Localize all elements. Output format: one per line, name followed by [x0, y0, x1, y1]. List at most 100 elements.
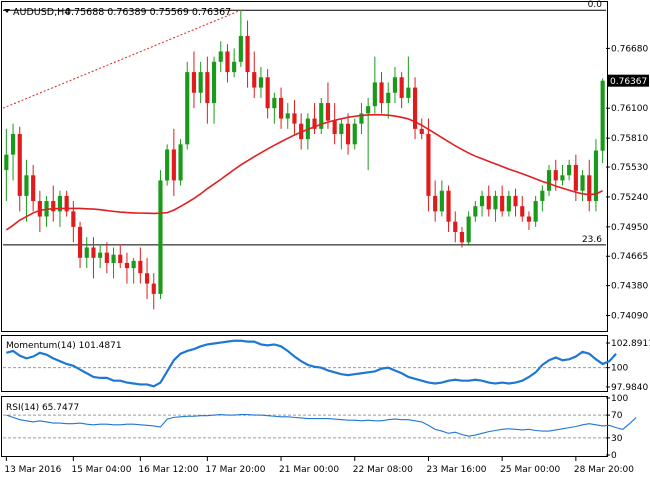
candle-body [366, 106, 371, 114]
candle-body [533, 201, 538, 222]
candle-body [345, 123, 351, 145]
candle-body [57, 195, 63, 212]
candle-body [258, 77, 264, 88]
candle-body [111, 254, 116, 263]
candle-body [459, 232, 465, 243]
time-tick-label: 16 Mar 12:00 [138, 465, 198, 475]
candle-body [151, 283, 156, 294]
candle-body [479, 195, 485, 207]
candle-body [312, 118, 317, 129]
price-tick-label: 0.74380 [611, 282, 648, 292]
candle-body [412, 87, 418, 129]
candle-body [473, 206, 478, 217]
candle-body [218, 51, 223, 62]
candle-body [319, 103, 324, 129]
candle-body [165, 149, 170, 181]
candle-body [292, 113, 297, 124]
rsi-line [6, 413, 637, 437]
candle-body [419, 128, 424, 135]
candle-body [433, 195, 438, 212]
candle-body [379, 82, 384, 104]
moving-average-line [5, 113, 603, 231]
momentum-line-layer [3, 339, 617, 388]
candle-body [272, 97, 277, 109]
candle-body [91, 247, 96, 258]
rsi-tick-label: 30 [611, 434, 623, 444]
time-tick-label: 25 Mar 00:00 [500, 465, 560, 475]
candle-body [232, 61, 237, 73]
candle-body [245, 36, 250, 73]
candle-body [593, 150, 599, 202]
momentum-tick-label: 102.8911 [611, 339, 650, 349]
price-axis: 0.76680 0.76100 0.75810 0.75530 0.75240 0.749… [606, 44, 649, 322]
candle-body [98, 252, 103, 258]
candle-body [24, 175, 29, 196]
candle-body [352, 123, 357, 145]
candle-body [225, 51, 230, 73]
candle-body [178, 144, 183, 181]
price-tick-label: 0.75810 [611, 134, 648, 144]
candle-body [513, 195, 518, 207]
rsi-line-layer [3, 413, 637, 439]
price-tick-label: 0.74090 [611, 312, 648, 322]
candle-body [587, 175, 592, 202]
time-tick-label: 23 Mar 16:00 [426, 465, 486, 475]
price-panel: 0.0 23.6 AUDUSD,H4 0.75688 0.76389 0.7556… [1, 0, 608, 332]
candle-body [185, 72, 190, 145]
candle-body [124, 262, 130, 269]
candle-body [526, 216, 532, 222]
time-axis: 13 Mar 2016 15 Mar 04:00 16 Mar 12:00 17 Ma… [4, 457, 634, 475]
candle-body [4, 154, 9, 171]
candle-body [51, 201, 56, 212]
candle-body [158, 180, 163, 294]
momentum-panel-border [1, 335, 608, 392]
candle-body [506, 195, 511, 212]
candle-body [546, 170, 552, 191]
rsi-panel: RSI(14) 65.7477 [1, 396, 637, 457]
candle-body [252, 72, 257, 88]
time-tick-label: 28 Mar 20:00 [574, 465, 634, 475]
momentum-tick-label: 97.9840 [611, 383, 648, 393]
dropdown-triangle-icon[interactable] [4, 9, 10, 13]
candle-body [540, 190, 545, 202]
momentum-tick-label: 100 [611, 364, 628, 374]
rsi-tick-label: 70 [611, 411, 623, 421]
candle-body [386, 92, 391, 104]
candle-body [64, 195, 69, 212]
candle-body [567, 164, 572, 176]
candle-body [37, 201, 42, 217]
candle-body [171, 149, 176, 181]
price-tick-label: 0.76100 [611, 104, 648, 114]
fib-level-label: 0.0 [588, 0, 603, 10]
current-price-box [607, 74, 649, 87]
candle-body [325, 103, 331, 121]
candle-body [446, 190, 451, 222]
price-tick-label: 0.75530 [611, 163, 648, 173]
candle-body [392, 77, 398, 93]
candle-body [600, 80, 605, 151]
candle-body [520, 206, 525, 217]
trend-line [2, 9, 242, 109]
trend-line-layer [2, 9, 242, 109]
candle-body [493, 195, 498, 210]
candle-body [285, 113, 290, 119]
candle-body [131, 260, 136, 269]
candle-body [573, 164, 578, 191]
candle-body [265, 77, 270, 109]
candle-body [198, 72, 203, 93]
rsi-tick-label: 0 [611, 451, 617, 461]
candle-body [553, 170, 558, 181]
time-tick-label: 13 Mar 2016 [4, 465, 61, 475]
candle-body [466, 216, 471, 243]
candle-body [332, 120, 337, 135]
candle-body [453, 221, 458, 233]
fib-level-label: 23.6 [582, 235, 602, 245]
candle-body [31, 175, 36, 202]
candle-body [71, 211, 76, 227]
candle-body [406, 87, 411, 98]
candle-body [500, 195, 505, 212]
price-panel-border [1, 1, 608, 332]
candle-body [138, 260, 143, 274]
